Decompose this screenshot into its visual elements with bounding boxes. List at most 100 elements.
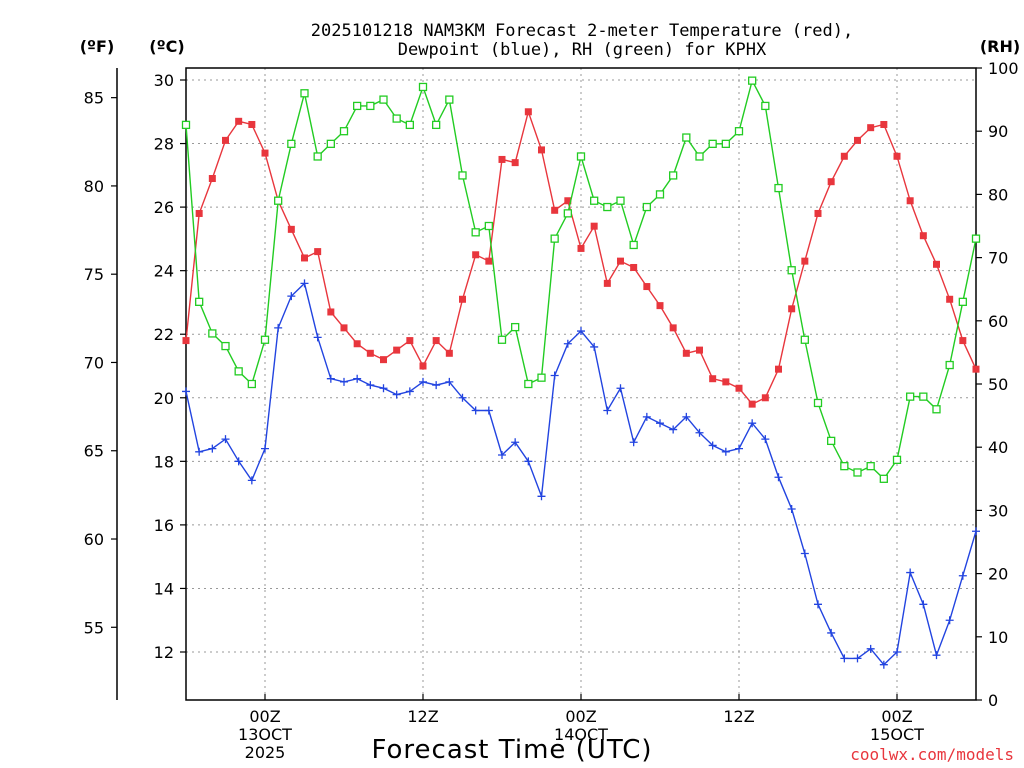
temperature-point [814, 209, 822, 217]
temperature-point [617, 257, 624, 265]
rh-point [195, 297, 204, 306]
rh-point [445, 95, 454, 104]
dewpoint-point [458, 393, 467, 402]
rh-point [971, 234, 981, 243]
temperature-point [761, 394, 769, 402]
dewpoint-point [603, 406, 612, 415]
x-tick-label: 00Z [249, 707, 280, 726]
rh-point [642, 202, 651, 212]
temperature-point [709, 375, 717, 383]
rh-point [748, 76, 757, 85]
rh-point [300, 89, 309, 98]
dewpoint-point [906, 568, 915, 577]
x-tick-label: 15OCT [870, 725, 924, 744]
rh-point [774, 183, 783, 193]
dewpoint-point [419, 377, 427, 386]
rh-point [892, 455, 902, 464]
rh-point [682, 133, 691, 142]
series [181, 76, 981, 669]
celsius-tick-label: 14 [154, 579, 174, 598]
rh-point [181, 120, 191, 130]
dewpoint-point [656, 419, 664, 428]
rh-point [655, 190, 665, 199]
axes [111, 67, 982, 701]
rh-point [616, 196, 625, 205]
dewpoint-point [642, 412, 651, 421]
dewpoint-point [432, 381, 441, 390]
temperature-point [406, 337, 414, 345]
dewpoint-point [287, 292, 296, 301]
temperature-point [722, 378, 730, 386]
temperature-point [972, 365, 980, 373]
temperature-point [735, 384, 743, 392]
dewpoint-point [972, 527, 980, 536]
rh-point [906, 392, 915, 401]
temperature-point [524, 108, 532, 116]
celsius-tick-label: 16 [154, 516, 174, 535]
dewpoint-point [853, 654, 862, 663]
x-tick-label: 13OCT [238, 725, 292, 744]
dewpoint-point [616, 384, 625, 393]
celsius-tick-label: 18 [154, 452, 174, 471]
rh-point [800, 335, 809, 344]
temperature-point [603, 279, 611, 287]
rh-point [932, 405, 941, 414]
celsius-tick-label: 22 [154, 325, 174, 344]
dewpoint-point [695, 428, 704, 437]
dewpoint-point [840, 654, 849, 663]
dewpoint-point [787, 505, 796, 513]
rh-tick-label: 90 [988, 122, 1008, 141]
rh-tick-label: 0 [988, 691, 998, 710]
dewpoint-point [353, 374, 362, 383]
series-temperature [182, 108, 980, 408]
dewpoint-point [761, 435, 770, 444]
dewpoint-point [800, 549, 809, 558]
rh-point [497, 335, 507, 344]
temperature-point [867, 124, 875, 132]
temperature-point [459, 295, 466, 303]
rh-tick-label: 70 [988, 249, 1008, 268]
temperature-point [919, 232, 927, 240]
temperature-point [946, 295, 954, 303]
dewpoint-point [405, 387, 414, 396]
temperature-point [788, 305, 796, 313]
rh-point [208, 329, 217, 338]
temperature-point [682, 349, 690, 357]
rh-tick-label: 50 [988, 375, 1008, 394]
temperature-point [380, 356, 387, 364]
dewpoint-point [735, 444, 743, 453]
rh-point [392, 114, 401, 123]
fahrenheit-tick-label: 70 [84, 353, 104, 372]
dewpoint-point [945, 616, 954, 625]
temperature-point [590, 222, 598, 230]
rh-point [708, 139, 717, 148]
temperature-point [564, 197, 572, 205]
temperature-point [748, 400, 756, 408]
dewpoint-point [511, 438, 520, 447]
rh-point [721, 139, 730, 148]
temperature-point [432, 337, 440, 345]
temperature-point [643, 283, 651, 291]
fahrenheit-unit-label: (ºF) [80, 37, 115, 56]
dewpoint-point [366, 381, 375, 390]
credit-text: coolwx.com/models [850, 745, 1014, 764]
dewpoint-point [221, 435, 230, 444]
fahrenheit-tick-label: 60 [84, 530, 104, 549]
temperature-point [353, 340, 361, 348]
dewpoint-point [563, 339, 572, 348]
rh-point [734, 127, 744, 136]
rh-point [379, 95, 388, 104]
dewpoint-point [498, 450, 506, 459]
x-tick-label: 00Z [881, 707, 912, 726]
dewpoint-point [445, 377, 454, 386]
series-rh [181, 76, 981, 483]
dewpoint-point [550, 371, 559, 380]
plot-frame [185, 67, 977, 701]
rh-point [418, 82, 428, 92]
x-tick-label: 14OCT [554, 725, 608, 744]
rh-point [537, 373, 546, 382]
temperature-point [222, 136, 229, 144]
rh-point [695, 152, 704, 161]
x-tick-label: 2025 [245, 743, 286, 762]
